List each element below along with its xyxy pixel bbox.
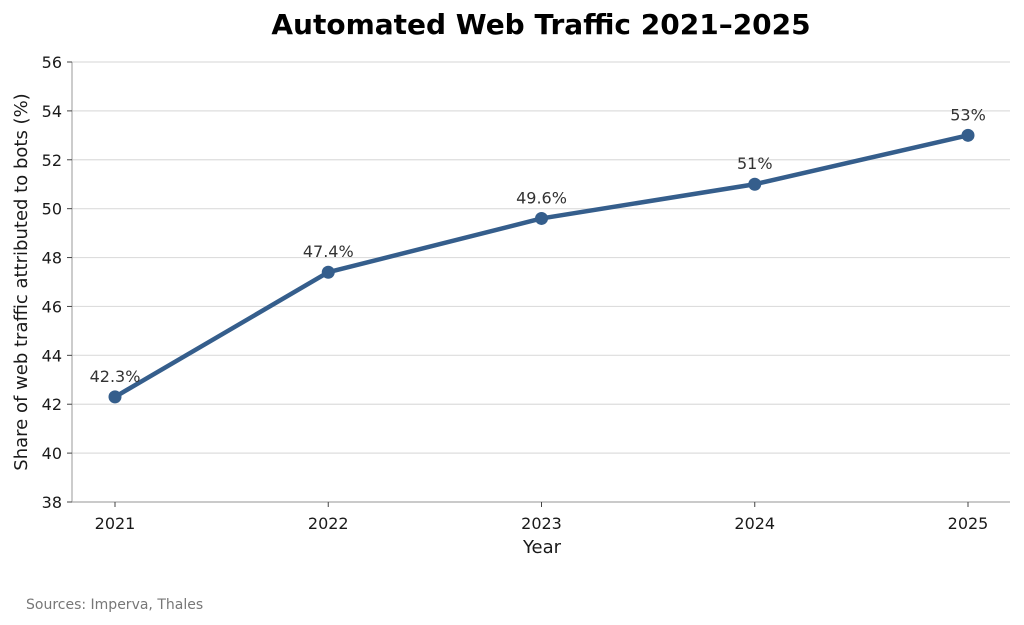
data-point (535, 211, 548, 225)
data-point (961, 128, 975, 142)
y-tick-label: 48 (42, 249, 62, 268)
data-labels: 42.3% 47.4% 49.6% 51% 53% (90, 105, 986, 386)
data-label: 51% (737, 154, 773, 173)
grid-layer (72, 61, 1010, 454)
y-tick-label: 56 (42, 53, 62, 72)
axes (71, 62, 1010, 503)
data-label: 47.4% (303, 242, 354, 261)
y-tick-label: 54 (42, 102, 62, 121)
y-tick-label: 42 (42, 395, 62, 414)
x-tick-label: 2022 (308, 514, 349, 533)
data-label: 49.6% (516, 188, 567, 207)
y-tick-label: 44 (42, 346, 62, 365)
x-tick-label: 2021 (95, 514, 136, 533)
data-point (748, 177, 762, 191)
y-axis-label: Share of web traffic attributed to bots … (11, 93, 32, 470)
y-tick-label: 52 (42, 151, 62, 170)
series-layer (108, 128, 975, 404)
data-point (108, 390, 122, 404)
chart-title: Automated Web Traffic 2021–2025 (271, 8, 810, 41)
y-tick-label: 38 (42, 493, 62, 512)
data-point (321, 265, 335, 279)
y-ticks: 38 40 42 44 46 48 50 52 54 56 (42, 53, 72, 512)
source-note: Sources: Imperva, Thales (26, 597, 203, 613)
data-label: 53% (950, 105, 986, 124)
data-label: 42.3% (90, 367, 141, 386)
x-tick-label: 2023 (521, 514, 562, 533)
x-ticks: 2021 2022 2023 2024 2025 (95, 502, 989, 533)
y-tick-label: 50 (42, 200, 62, 219)
y-tick-label: 40 (42, 444, 62, 463)
x-tick-label: 2025 (948, 514, 989, 533)
x-axis-label: Year (522, 537, 562, 558)
y-tick-label: 46 (42, 297, 62, 316)
x-tick-label: 2024 (734, 514, 775, 533)
series-line (112, 133, 971, 400)
